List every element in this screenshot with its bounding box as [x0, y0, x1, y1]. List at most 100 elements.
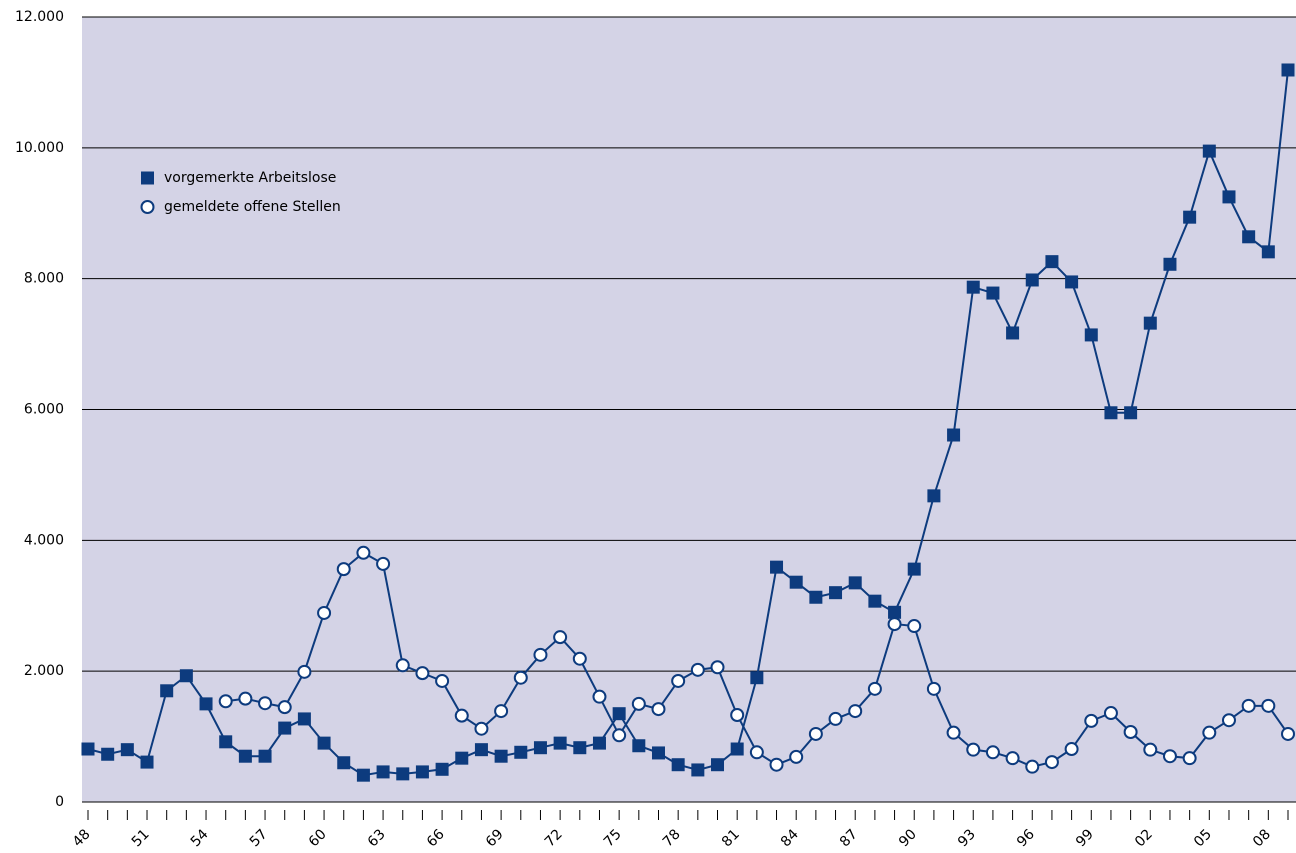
marker — [218, 694, 233, 709]
legend-marker — [141, 171, 154, 185]
x-tick-label: 63 — [365, 826, 389, 849]
marker — [1242, 230, 1256, 244]
marker — [907, 619, 922, 634]
marker — [396, 767, 410, 781]
legend-marker — [140, 200, 155, 214]
marker — [947, 428, 961, 442]
marker — [750, 671, 764, 685]
marker — [1104, 406, 1118, 420]
marker — [769, 757, 784, 772]
marker — [238, 749, 252, 763]
marker — [592, 689, 607, 704]
marker — [612, 728, 627, 743]
marker — [1044, 755, 1059, 770]
marker — [1045, 255, 1059, 269]
marker — [966, 280, 980, 294]
marker — [1281, 726, 1295, 741]
marker — [1123, 725, 1138, 740]
marker — [1202, 725, 1217, 740]
marker — [1241, 698, 1256, 713]
marker — [651, 702, 666, 717]
x-tick-label: 60 — [306, 826, 330, 849]
marker — [1163, 257, 1177, 271]
marker — [494, 749, 508, 763]
marker — [966, 742, 981, 757]
marker — [632, 739, 646, 753]
x-tick-label: 96 — [1014, 826, 1038, 849]
marker — [985, 745, 1000, 760]
marker — [1222, 190, 1236, 204]
marker — [199, 697, 213, 711]
x-tick-label: 66 — [424, 826, 448, 849]
marker — [514, 745, 528, 759]
marker — [1025, 759, 1040, 774]
x-tick-label: 99 — [1073, 826, 1097, 849]
x-tick-label: 08 — [1250, 826, 1274, 849]
marker — [631, 696, 646, 711]
marker — [986, 286, 1000, 300]
x-tick-label: 57 — [247, 826, 271, 849]
y-tick-label: 4.000 — [24, 532, 64, 548]
legend-label: vorgemerkte Arbeitslose — [164, 170, 336, 186]
marker — [317, 605, 332, 620]
marker — [848, 576, 862, 590]
marker — [1084, 713, 1099, 728]
marker — [691, 763, 705, 777]
marker — [533, 741, 547, 755]
marker — [770, 560, 784, 574]
marker — [1025, 273, 1039, 287]
marker — [356, 768, 370, 782]
marker — [1202, 144, 1216, 158]
marker — [297, 664, 312, 679]
marker — [297, 712, 311, 726]
marker — [888, 605, 902, 619]
marker — [533, 647, 548, 662]
marker — [1162, 749, 1177, 764]
x-tick-label: 81 — [719, 826, 743, 849]
marker — [573, 741, 587, 755]
marker — [238, 691, 253, 706]
marker — [671, 758, 685, 772]
marker — [572, 651, 587, 666]
marker — [1182, 751, 1197, 766]
marker — [651, 746, 665, 760]
marker — [828, 711, 843, 726]
marker — [1005, 751, 1020, 766]
marker — [160, 684, 174, 698]
marker — [592, 736, 606, 750]
marker — [278, 721, 292, 735]
x-tick-label: 02 — [1132, 826, 1156, 849]
marker — [219, 735, 233, 749]
marker — [376, 556, 391, 571]
marker — [612, 707, 626, 721]
marker — [1143, 742, 1158, 757]
marker — [710, 660, 725, 675]
marker — [101, 747, 115, 761]
legend-label: gemeldete offene Stellen — [164, 199, 341, 215]
marker — [730, 707, 745, 722]
marker — [81, 742, 95, 756]
marker — [730, 742, 744, 756]
marker — [140, 755, 154, 769]
marker — [258, 749, 272, 763]
marker — [1065, 275, 1079, 289]
marker — [454, 708, 469, 723]
marker — [887, 617, 902, 632]
marker — [1221, 713, 1236, 728]
marker — [907, 562, 921, 576]
marker — [356, 545, 371, 560]
marker — [749, 745, 764, 760]
marker — [809, 590, 823, 604]
x-tick-label: 69 — [483, 826, 507, 849]
marker — [120, 743, 134, 757]
marker — [848, 704, 863, 719]
marker — [395, 658, 410, 673]
y-tick-label: 6.000 — [24, 402, 64, 418]
marker — [553, 630, 568, 645]
y-tick-label: 12.000 — [15, 9, 64, 25]
marker — [1261, 245, 1275, 259]
marker — [946, 725, 961, 740]
marker — [927, 489, 941, 503]
x-tick-label: 54 — [188, 826, 212, 849]
